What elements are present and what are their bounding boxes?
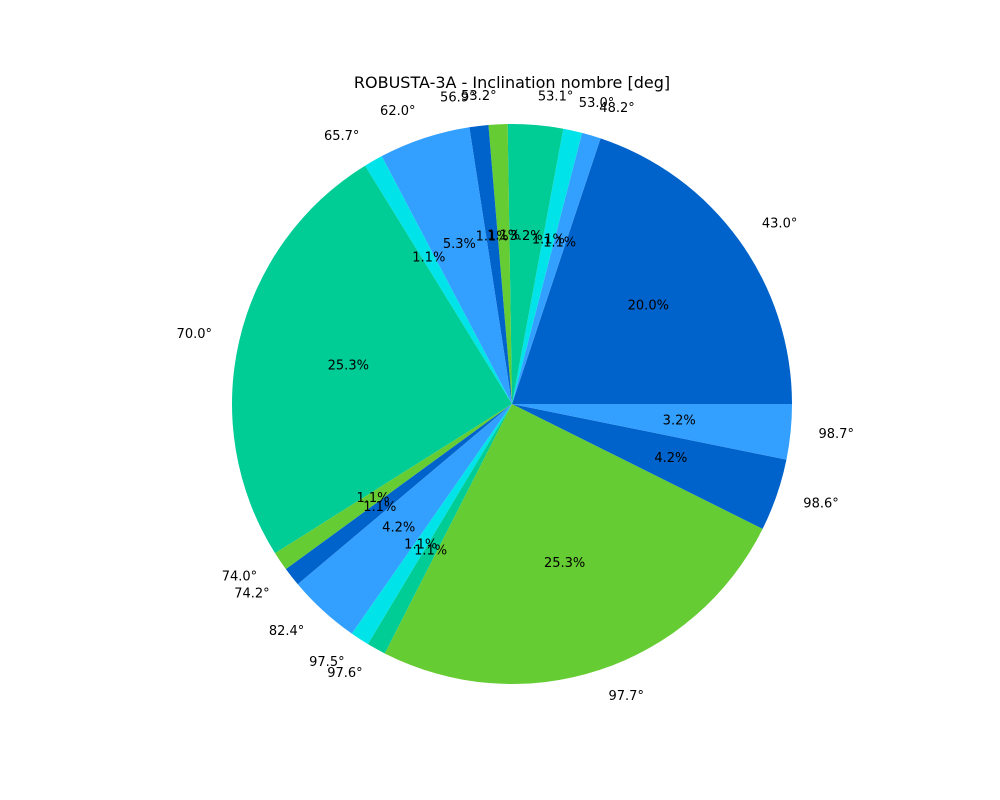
slice-percent-label: 25.3% bbox=[544, 556, 585, 571]
pie-slice bbox=[381, 127, 512, 405]
slice-percent-label: 1.1% bbox=[414, 544, 447, 559]
slice-percent-label: 1.1% bbox=[532, 233, 565, 248]
pie-slices bbox=[232, 123, 793, 684]
slice-category-label: 43.0° bbox=[762, 216, 797, 231]
slice-percent-label: 4.2% bbox=[382, 521, 415, 536]
slice-category-label: 70.0° bbox=[177, 327, 212, 342]
pie-slice bbox=[232, 165, 512, 554]
pie-slice bbox=[275, 404, 512, 570]
slice-category-label: 98.7° bbox=[819, 427, 854, 442]
slice-percent-label: 1.1% bbox=[363, 500, 396, 515]
slice-category-label: 97.7° bbox=[609, 689, 644, 704]
slice-percent-label: 25.3% bbox=[328, 359, 369, 374]
pie-slice bbox=[384, 404, 763, 684]
slice-category-label: 74.2° bbox=[234, 587, 269, 602]
slice-category-label: 97.5° bbox=[309, 655, 344, 670]
chart-title: ROBUSTA-3A - Inclination nombre [deg] bbox=[354, 73, 670, 92]
pie-slice bbox=[488, 124, 512, 404]
slice-category-label: 53.2° bbox=[461, 89, 496, 104]
slice-category-label: 65.7° bbox=[324, 129, 359, 144]
pie-slice bbox=[469, 124, 512, 405]
category-labels: 43.0° 48.2°53.0° 53.1° 53.2°56.9° 62.0° 65.7°… bbox=[177, 89, 854, 704]
pie-slice bbox=[512, 404, 793, 460]
pie-slice bbox=[351, 404, 512, 645]
slice-percent-label: 20.0% bbox=[628, 298, 669, 313]
slice-percent-label: 1.1% bbox=[476, 230, 509, 245]
pie-slice bbox=[367, 404, 512, 654]
pie-slice bbox=[512, 132, 601, 404]
slice-percent-label: 1.1% bbox=[543, 235, 576, 250]
slice-percent-label: 3.2% bbox=[510, 229, 543, 244]
slice-percent-label: 3.2% bbox=[663, 413, 696, 428]
slice-category-label: 56.9° bbox=[440, 91, 475, 106]
slice-percent-label: 5.3% bbox=[443, 237, 476, 252]
slice-percent-label: 1.1% bbox=[487, 229, 520, 244]
pie-slice bbox=[364, 156, 512, 404]
pie-slice bbox=[297, 404, 512, 634]
slice-category-label: 74.0° bbox=[222, 570, 257, 585]
pie-slice bbox=[285, 404, 512, 585]
slice-category-label: 53.1° bbox=[538, 90, 573, 105]
pie-slice bbox=[512, 404, 787, 529]
slice-category-label: 97.6° bbox=[327, 666, 362, 681]
pie-slice bbox=[512, 128, 583, 405]
pie-slice bbox=[512, 138, 792, 405]
pie-slice bbox=[507, 123, 564, 404]
slice-percent-label: 1.1% bbox=[356, 491, 389, 506]
slice-percent-label: 1.1% bbox=[404, 538, 437, 553]
slice-category-label: 48.2° bbox=[599, 101, 634, 116]
slice-percent-label: 4.2% bbox=[654, 451, 687, 466]
slice-category-label: 53.0° bbox=[579, 96, 614, 111]
percent-labels: 20.0%1.1%1.1%3.2%1.1%1.1%5.3%1.1%25.3%1.… bbox=[328, 229, 696, 571]
slice-category-label: 82.4° bbox=[269, 624, 304, 639]
slice-category-label: 98.6° bbox=[803, 497, 838, 512]
slice-category-label: 62.0° bbox=[380, 104, 415, 119]
slice-percent-label: 1.1% bbox=[412, 251, 445, 266]
